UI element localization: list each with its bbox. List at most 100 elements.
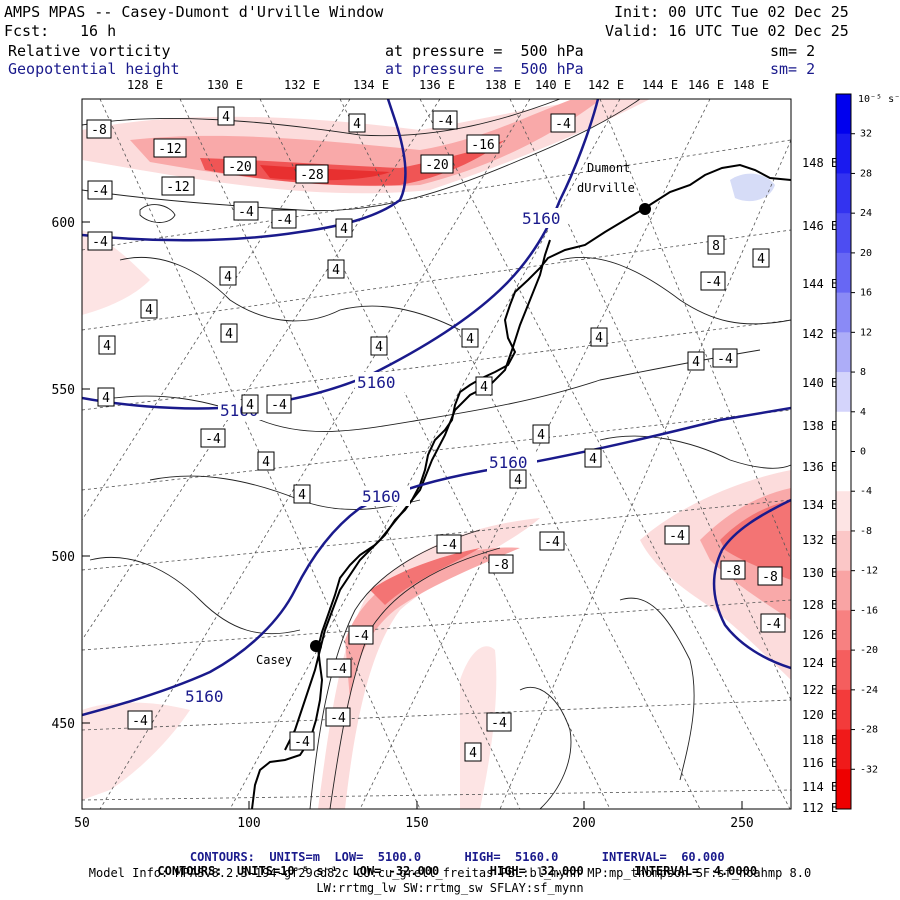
vort-label-0: -8 [91, 123, 107, 138]
vort-label-1: 4 [222, 110, 230, 125]
vort-label-52: -4 [294, 735, 310, 750]
lon-top-134E: 134 E [353, 78, 389, 92]
lon-right-12: 124 E [802, 656, 838, 670]
vort-label-box-48 [325, 707, 351, 727]
vort-label-42: -4 [669, 529, 685, 544]
casey-marker [310, 640, 322, 652]
colorbar-swatch-14 [836, 650, 851, 691]
lon-right-9: 130 E [802, 566, 838, 580]
height-label-bg-2 [355, 372, 405, 392]
colorbar-tick-0: 32 [860, 129, 872, 140]
vort-label-box-32 [475, 376, 493, 396]
vort-label-box-19 [752, 248, 770, 268]
vort-label-46: -4 [353, 629, 369, 644]
vort-contour-11 [519, 686, 572, 809]
dumont-durville-marker [639, 203, 651, 215]
lon-right-7: 134 E [802, 498, 838, 512]
colorbar-tick-11: -12 [860, 566, 878, 577]
x-tick-label-250: 250 [730, 816, 753, 831]
colorbar-tick-1: 28 [860, 168, 872, 179]
footer-line2-interval: INTERVAL= 4.0000 [634, 864, 758, 878]
vort-label-44: -8 [762, 570, 778, 585]
colorbar-swatch-12 [836, 570, 851, 611]
grid-line-6 [509, 99, 791, 701]
vort-label-4: -12 [158, 142, 181, 157]
y-tick-label-550: 550 [52, 383, 75, 398]
colorbar-swatch-17 [836, 769, 851, 810]
lon-top-140E: 140 E [535, 78, 571, 92]
lon-right-13: 122 E [802, 683, 838, 697]
grid-line-15 [82, 789, 791, 801]
lon-right-10: 128 E [802, 598, 838, 612]
footer-model-info: Model Info: MPASv8.2.3-194-gf29cd82c CU:… [88, 866, 812, 880]
vort-label-box-8 [295, 164, 329, 184]
height-label-4: 5160 [489, 453, 528, 472]
x-tick-label-100: 100 [237, 816, 260, 831]
vort-label-box-51 [127, 710, 153, 730]
lon-right-17: 114 E [802, 780, 838, 794]
colorbar-swatch-13 [836, 610, 851, 651]
lon-right-15: 118 E [802, 733, 838, 747]
footer-line2-units: UNITS=10⁻⁵ s⁻¹ [236, 864, 339, 878]
vort-contour-13 [139, 204, 176, 223]
vort-label-box-14 [335, 218, 353, 238]
colorbar-swatch-7 [836, 372, 851, 413]
colorbar-tick-9: -4 [860, 486, 872, 497]
vort-label-box-5 [466, 134, 500, 154]
vort-label-box-13 [271, 209, 297, 229]
vort-label-26: 4 [692, 355, 700, 370]
colorbar-swatch-3 [836, 213, 851, 254]
height-label-bg-5 [360, 486, 410, 506]
vort-label-box-3 [432, 110, 458, 130]
height-contour-southwest [82, 406, 791, 717]
vort-label-box-36 [293, 484, 311, 504]
vort-label-box-38 [200, 428, 226, 448]
vort-label-40: -8 [493, 558, 509, 573]
vort-label-box-7 [223, 156, 257, 176]
height-label-bg-6 [183, 686, 233, 706]
lon-right-0: 148 E [802, 156, 838, 170]
vort-label-21: 4 [145, 303, 153, 318]
vort-label-box-20 [700, 271, 726, 291]
vort-label-27: -4 [717, 352, 733, 367]
vort-label-box-1 [217, 106, 235, 126]
vort-label-22: 4 [225, 327, 233, 342]
colorbar-tick-13: -20 [860, 645, 878, 656]
vort-contour-1 [82, 99, 641, 212]
colorbar-tick-8: 0 [860, 447, 866, 458]
vort-label-box-12 [233, 201, 259, 221]
vort-label-17: 4 [332, 263, 340, 278]
vort-label-box-22 [220, 323, 238, 343]
vort-label-12: -4 [238, 205, 254, 220]
lon-right-6: 136 E [802, 460, 838, 474]
lon-top-138E: 138 E [485, 78, 521, 92]
height-label-bg-4 [487, 452, 537, 472]
casey-label: Casey [256, 653, 292, 667]
vort-label-24: 4 [466, 332, 474, 347]
vort-label-16: 4 [224, 270, 232, 285]
lon-top-132E: 132 E [284, 78, 320, 92]
vort-label-2: 4 [353, 117, 361, 132]
grid-line-1 [99, 99, 421, 809]
lon-right-2: 144 E [802, 277, 838, 291]
lon-right-5: 138 E [802, 419, 838, 433]
height-contour-central [82, 99, 600, 410]
footer-line1-interval: INTERVAL= 60.000 [601, 850, 725, 864]
colorbar-tick-3: 20 [860, 248, 872, 259]
vort-contour-4 [99, 349, 761, 432]
vort-label-box-26 [687, 351, 705, 371]
x-tick-label-150: 150 [405, 816, 428, 831]
vort-label-box-44 [757, 566, 783, 586]
colorbar-swatch-6 [836, 332, 851, 373]
vort-label-box-31 [241, 394, 259, 414]
grid-line-7 [599, 99, 791, 561]
lon-right-4: 140 E [802, 376, 838, 390]
dumont-durville-label-2: dUrville [577, 181, 635, 195]
vort-contour-7 [89, 556, 301, 635]
colorbar-swatch-8 [836, 411, 851, 452]
footer-model-info-2: LW:rrtmg_lw SW:rrtmg_sw SFLAY:sf_mynn [316, 881, 584, 895]
grid-line-17 [82, 99, 441, 641]
lon-right-11: 126 E [802, 628, 838, 642]
colorbar-swatch-5 [836, 292, 851, 333]
